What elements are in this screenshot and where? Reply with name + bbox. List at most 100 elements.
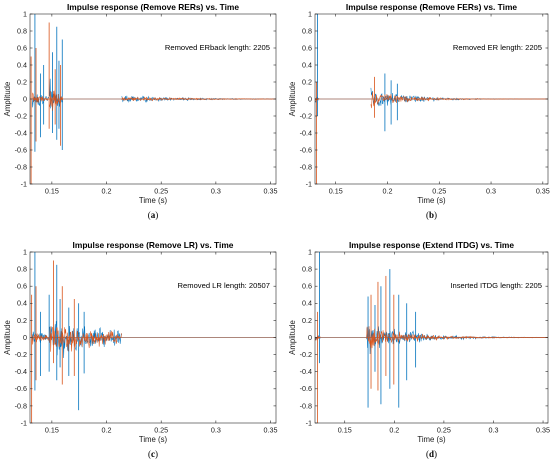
y-tick-label: 0.6 — [17, 43, 27, 52]
y-tick-label: 0.6 — [302, 43, 312, 52]
panel-caption: (d) — [426, 449, 437, 459]
series-orange — [315, 275, 548, 423]
y-tick-label: -0.8 — [15, 162, 27, 171]
chart-title: Impulse response (Remove LR) vs. Time — [73, 240, 234, 250]
y-tick-label: -0.2 — [15, 111, 27, 120]
y-tick-label: 0.8 — [17, 265, 27, 274]
y-tick-label: 0.2 — [17, 77, 27, 86]
y-axis-label: Amplitude — [288, 82, 297, 117]
y-tick-label: -0.8 — [300, 162, 312, 171]
plot-data — [30, 14, 276, 184]
y-tick-label: -0.6 — [300, 145, 312, 154]
x-tick-label: 0.3 — [486, 187, 496, 196]
y-tick-label: 1 — [308, 247, 312, 256]
annotation-text: Removed ER length: 2205 — [453, 43, 542, 52]
y-tick-label: 0.2 — [302, 316, 312, 325]
y-tick-label: 0.2 — [17, 316, 27, 325]
chart-panel-2: -1 -0.8 -0.6 -0.4 -0.2 0 0.2 0.4 0.6 0.8 1 0.15 0.2 0… — [288, 2, 550, 220]
annotation-text: Removed LR length: 20507 — [178, 281, 270, 290]
annotation-text: Removed ERback length: 2205 — [165, 43, 270, 52]
y-tick-label: 0.8 — [17, 26, 27, 35]
x-tick-label: 0.15 — [329, 187, 343, 196]
x-axis-label: Time (s) — [139, 435, 168, 444]
y-tick-label: 0.8 — [302, 265, 312, 274]
y-tick-label: 0.6 — [17, 282, 27, 291]
x-tick-label: 0.25 — [154, 426, 168, 435]
series-orange — [31, 260, 276, 423]
chart-title: Impulse response (Extend ITDG) vs. Time — [349, 240, 514, 250]
x-tick-label: 0.15 — [338, 426, 352, 435]
y-tick-label: -0.8 — [15, 401, 27, 410]
y-axis-label: Amplitude — [3, 82, 12, 117]
x-tick-label: 0.3 — [211, 187, 221, 196]
x-tick-label: 0.2 — [102, 187, 112, 196]
x-tick-label: 0.15 — [45, 426, 59, 435]
x-tick-label: 0.2 — [382, 187, 392, 196]
x-tick-label: 0.15 — [45, 187, 59, 196]
y-tick-label: -0.4 — [15, 367, 27, 376]
y-tick-label: -0.2 — [300, 350, 312, 359]
y-tick-label: 0.4 — [302, 299, 312, 308]
x-tick-label: 0.25 — [154, 187, 168, 196]
y-tick-label: 0.4 — [17, 299, 27, 308]
chart-title: Impulse response (Remove RERs) vs. Time — [67, 2, 239, 12]
x-tick-label: 0.2 — [389, 426, 399, 435]
plot-data — [315, 14, 548, 184]
chart-panel-3: -1 -0.8 -0.6 -0.4 -0.2 0 0.2 0.4 0.6 0.8 1 0.15 0.2 0… — [3, 240, 278, 459]
y-tick-label: 0.8 — [302, 26, 312, 35]
y-tick-label: -0.2 — [300, 111, 312, 120]
y-tick-label: -0.6 — [15, 384, 27, 393]
x-tick-label: 0.25 — [432, 187, 446, 196]
panel-caption-letter: a — [151, 210, 156, 220]
annotation-text: Inserted ITDG length: 2205 — [450, 281, 542, 290]
chart-panel-1: -1 -0.8 -0.6 -0.4 -0.2 0 0.2 0.4 0.6 0.8 1 0.15 0.2 0… — [3, 2, 278, 220]
x-axis-label: Time (s) — [417, 196, 446, 205]
y-tick-label: 0 — [308, 94, 312, 103]
y-tick-label: 1 — [308, 9, 312, 18]
panel-caption: (b) — [426, 210, 437, 220]
panel-caption-letter: b — [429, 210, 434, 220]
y-tick-label: -1 — [306, 179, 312, 188]
panel-caption: (c) — [148, 449, 158, 459]
y-tick-label: 0.4 — [17, 60, 27, 69]
panel-caption: (a) — [148, 210, 159, 220]
y-tick-label: 0 — [23, 94, 27, 103]
x-tick-label: 0.25 — [437, 426, 451, 435]
y-tick-label: -1 — [21, 179, 27, 188]
y-tick-label: 0.6 — [302, 282, 312, 291]
x-tick-label: 0.35 — [264, 426, 278, 435]
y-tick-label: 1 — [23, 247, 27, 256]
y-axis-label: Amplitude — [3, 320, 12, 355]
x-tick-label: 0.3 — [211, 426, 221, 435]
y-tick-label: 0 — [23, 333, 27, 342]
panel-caption-letter: c — [151, 449, 155, 459]
y-tick-label: -0.4 — [300, 367, 312, 376]
series-orange — [30, 22, 276, 184]
y-tick-label: -0.6 — [15, 145, 27, 154]
y-tick-label: 1 — [23, 9, 27, 18]
x-axis-label: Time (s) — [139, 196, 168, 205]
y-tick-label: 0.4 — [302, 60, 312, 69]
y-tick-label: 0 — [308, 333, 312, 342]
y-tick-label: -0.8 — [300, 401, 312, 410]
chart-title: Impulse response (Remove FERs) vs. Time — [346, 2, 517, 12]
y-tick-label: -0.6 — [300, 384, 312, 393]
x-tick-label: 0.3 — [488, 426, 498, 435]
y-tick-label: -0.4 — [15, 128, 27, 137]
x-tick-label: 0.35 — [536, 187, 550, 196]
x-axis-label: Time (s) — [417, 435, 446, 444]
y-tick-label: -0.2 — [15, 350, 27, 359]
y-tick-label: 0.2 — [302, 77, 312, 86]
y-axis-label: Amplitude — [288, 320, 297, 355]
plot-data — [31, 252, 276, 423]
panel-caption-letter: d — [429, 449, 434, 459]
x-tick-label: 0.35 — [264, 187, 278, 196]
x-tick-label: 0.2 — [102, 426, 112, 435]
chart-panel-4: -1 -0.8 -0.6 -0.4 -0.2 0 0.2 0.4 0.6 0.8 1 0.15 0.2 0… — [288, 240, 550, 459]
y-tick-label: -0.4 — [300, 128, 312, 137]
x-tick-label: 0.35 — [536, 426, 550, 435]
y-tick-label: -1 — [306, 418, 312, 427]
plot-data — [315, 252, 548, 423]
y-tick-label: -1 — [21, 418, 27, 427]
